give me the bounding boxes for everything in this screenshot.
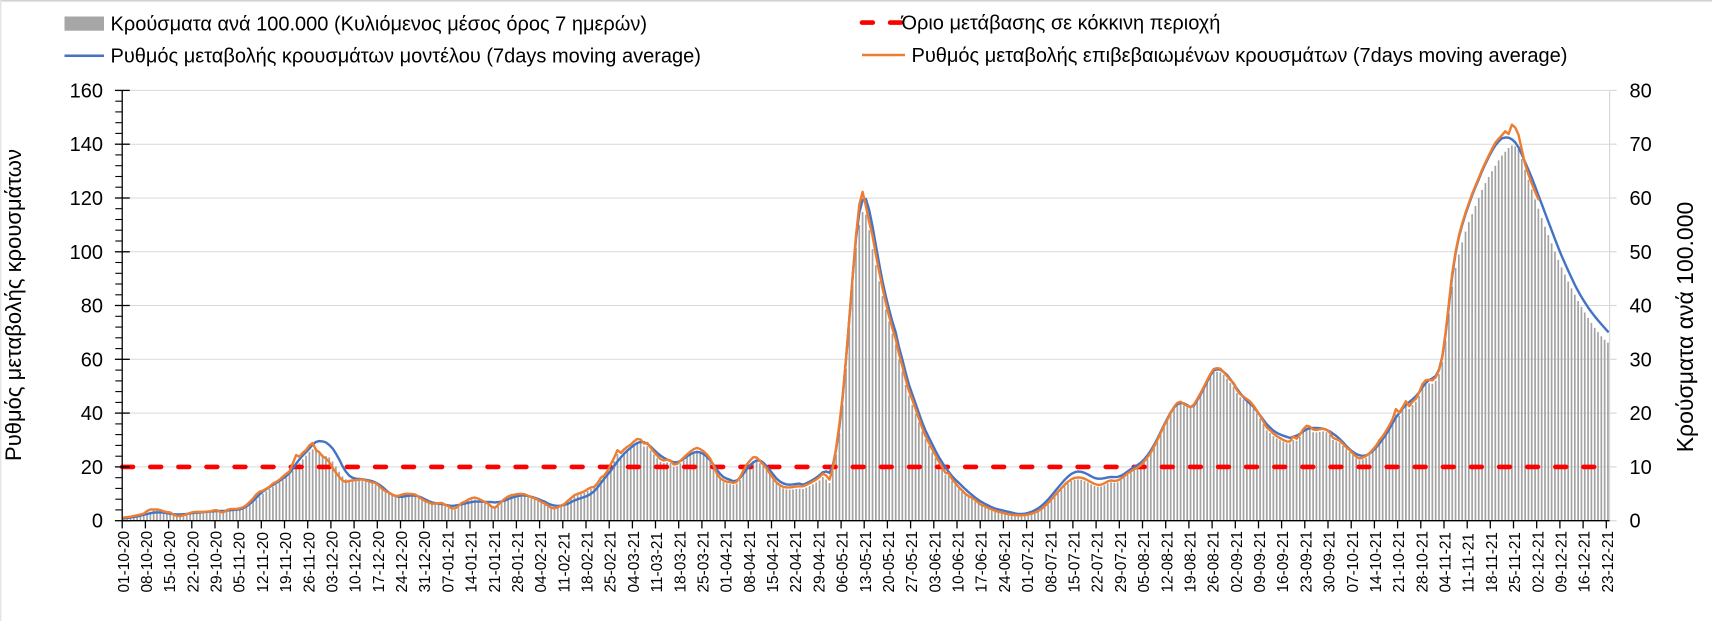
svg-text:27-05-21: 27-05-21 — [904, 531, 921, 593]
svg-text:18-02-21: 18-02-21 — [580, 531, 597, 593]
svg-text:25-03-21: 25-03-21 — [696, 531, 713, 593]
svg-text:15-10-20: 15-10-20 — [162, 531, 179, 593]
svg-text:17-06-21: 17-06-21 — [974, 531, 991, 593]
svg-text:01-04-21: 01-04-21 — [719, 531, 736, 593]
svg-text:19-08-21: 19-08-21 — [1182, 531, 1199, 593]
svg-text:10-06-21: 10-06-21 — [951, 531, 968, 593]
svg-text:18-03-21: 18-03-21 — [672, 531, 689, 593]
svg-text:28-01-21: 28-01-21 — [510, 531, 527, 593]
svg-text:01-07-21: 01-07-21 — [1020, 531, 1037, 593]
svg-text:0: 0 — [92, 511, 103, 533]
svg-text:40: 40 — [1630, 296, 1652, 318]
svg-text:29-07-21: 29-07-21 — [1113, 531, 1130, 593]
svg-text:26-11-20: 26-11-20 — [301, 532, 318, 592]
svg-text:15-07-21: 15-07-21 — [1067, 531, 1084, 593]
svg-text:10-12-20: 10-12-20 — [348, 531, 365, 593]
svg-text:16-12-21: 16-12-21 — [1577, 531, 1594, 593]
svg-text:22-10-20: 22-10-20 — [185, 531, 202, 593]
svg-text:08-10-20: 08-10-20 — [139, 531, 156, 593]
svg-text:11-02-21: 11-02-21 — [556, 532, 573, 592]
svg-text:02-12-21: 02-12-21 — [1530, 531, 1547, 593]
svg-text:20-05-21: 20-05-21 — [881, 531, 898, 593]
svg-text:19-11-20: 19-11-20 — [278, 532, 295, 592]
svg-text:25-11-21: 25-11-21 — [1507, 532, 1524, 592]
svg-text:11-03-21: 11-03-21 — [649, 532, 666, 592]
svg-text:Όριο μετάβασης σε κόκκινη περι: Όριο μετάβασης σε κόκκινη περιοχή — [901, 13, 1221, 35]
svg-text:14-01-21: 14-01-21 — [464, 531, 481, 593]
svg-text:0: 0 — [1630, 511, 1641, 533]
svg-text:Κρούσματα ανά 100.000: Κρούσματα ανά 100.000 — [1672, 202, 1698, 453]
svg-text:01-10-20: 01-10-20 — [116, 531, 133, 593]
svg-text:24-06-21: 24-06-21 — [997, 531, 1014, 593]
svg-text:07-10-21: 07-10-21 — [1345, 531, 1362, 593]
svg-text:40: 40 — [81, 403, 103, 425]
svg-text:30: 30 — [1630, 349, 1652, 371]
svg-text:06-05-21: 06-05-21 — [835, 531, 852, 593]
svg-text:24-12-20: 24-12-20 — [394, 531, 411, 593]
svg-text:04-11-21: 04-11-21 — [1438, 532, 1455, 592]
svg-text:20: 20 — [1630, 403, 1652, 425]
svg-text:16-09-21: 16-09-21 — [1275, 531, 1292, 593]
svg-text:80: 80 — [1630, 80, 1652, 102]
svg-text:25-02-21: 25-02-21 — [603, 531, 620, 593]
svg-text:26-08-21: 26-08-21 — [1206, 531, 1223, 593]
svg-text:18-11-21: 18-11-21 — [1484, 532, 1501, 592]
svg-text:23-09-21: 23-09-21 — [1298, 531, 1315, 593]
svg-text:120: 120 — [70, 188, 103, 210]
svg-text:05-11-20: 05-11-20 — [232, 532, 249, 592]
svg-text:15-04-21: 15-04-21 — [765, 531, 782, 593]
svg-text:29-10-20: 29-10-20 — [209, 531, 226, 593]
svg-text:28-10-21: 28-10-21 — [1414, 531, 1431, 593]
svg-text:60: 60 — [1630, 188, 1652, 210]
svg-text:21-10-21: 21-10-21 — [1391, 531, 1408, 593]
svg-text:20: 20 — [81, 457, 103, 479]
svg-text:09-12-21: 09-12-21 — [1554, 531, 1571, 593]
svg-text:23-12-21: 23-12-21 — [1600, 531, 1617, 593]
svg-text:03-06-21: 03-06-21 — [927, 531, 944, 593]
svg-text:10: 10 — [1630, 457, 1652, 479]
svg-text:17-12-20: 17-12-20 — [371, 531, 388, 593]
svg-text:12-11-20: 12-11-20 — [255, 532, 272, 592]
svg-text:22-04-21: 22-04-21 — [788, 531, 805, 593]
svg-text:11-11-21: 11-11-21 — [1461, 533, 1478, 592]
svg-text:14-10-21: 14-10-21 — [1368, 531, 1385, 593]
svg-text:29-04-21: 29-04-21 — [811, 531, 828, 593]
svg-text:04-02-21: 04-02-21 — [533, 531, 550, 593]
svg-text:02-09-21: 02-09-21 — [1229, 531, 1246, 593]
svg-text:140: 140 — [70, 134, 103, 156]
svg-text:50: 50 — [1630, 242, 1652, 264]
svg-text:22-07-21: 22-07-21 — [1090, 531, 1107, 593]
svg-text:12-08-21: 12-08-21 — [1159, 531, 1176, 593]
svg-text:100: 100 — [70, 242, 103, 264]
svg-text:13-05-21: 13-05-21 — [858, 531, 875, 593]
svg-text:30-09-21: 30-09-21 — [1322, 531, 1339, 593]
svg-text:08-04-21: 08-04-21 — [742, 531, 759, 593]
svg-text:08-07-21: 08-07-21 — [1043, 531, 1060, 593]
svg-text:07-01-21: 07-01-21 — [440, 531, 457, 593]
svg-text:80: 80 — [81, 296, 103, 318]
svg-text:Κρούσματα ανά 100.000 (Κυλιόμε: Κρούσματα ανά 100.000 (Κυλιόμενος μέσος … — [111, 14, 648, 36]
svg-text:160: 160 — [70, 80, 103, 102]
svg-text:Ρυθμός μεταβολής κρουσμάτων μο: Ρυθμός μεταβολής κρουσμάτων μοντέλου (7d… — [111, 46, 701, 68]
svg-text:09-09-21: 09-09-21 — [1252, 531, 1269, 593]
svg-text:70: 70 — [1630, 134, 1652, 156]
svg-text:60: 60 — [81, 349, 103, 371]
svg-text:03-12-20: 03-12-20 — [325, 531, 342, 593]
svg-text:Ρυθμός μεταβολής κρουσμάτων: Ρυθμός μεταβολής κρουσμάτων — [1, 149, 26, 461]
svg-text:Ρυθμός μεταβολής επιβεβαιωμένω: Ρυθμός μεταβολής επιβεβαιωμένων κρουσμάτ… — [912, 45, 1568, 67]
svg-text:04-03-21: 04-03-21 — [626, 531, 643, 593]
svg-text:31-12-20: 31-12-20 — [417, 531, 434, 593]
svg-text:21-01-21: 21-01-21 — [487, 531, 504, 593]
svg-text:05-08-21: 05-08-21 — [1136, 531, 1153, 593]
